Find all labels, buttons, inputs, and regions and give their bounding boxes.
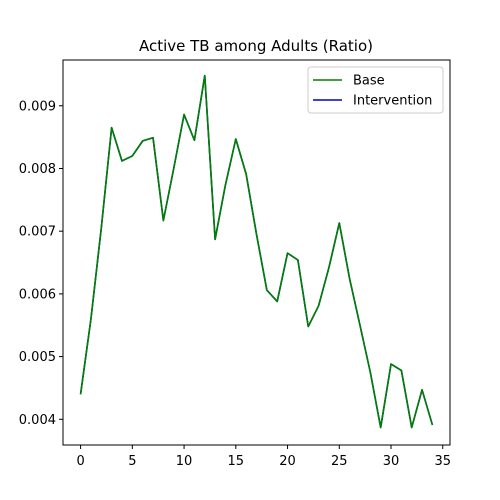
data-point [80,393,82,395]
data-point [276,301,278,303]
legend-label-base: Base [353,74,385,89]
legend-label-intervention: Intervention [353,94,432,109]
plot-area [79,74,434,429]
data-point [142,140,144,142]
data-point [214,239,216,241]
data-point [349,278,351,280]
data-point [338,222,340,224]
x-tick-label: 25 [331,454,348,469]
data-point [297,259,299,261]
data-point [163,220,165,222]
data-point [100,227,102,229]
legend-box [307,66,444,114]
series-points-base [80,75,433,428]
y-tick-label: 0.007 [19,225,56,240]
data-point [401,370,403,372]
data-point [421,389,423,391]
x-tick-label: 10 [176,454,193,469]
data-point [111,127,113,129]
legend: Base Intervention [307,66,444,114]
series-line-base [79,74,434,429]
data-point [266,289,268,291]
y-tick-label: 0.006 [19,287,56,302]
data-point [287,252,289,254]
data-point [256,234,258,236]
data-point [245,173,247,175]
data-point [225,184,227,186]
axes: 0 5 10 15 20 25 30 35 0.004 0.005 0.006 0.007 0.008 0… [19,59,451,469]
x-tick-label: 30 [383,454,400,469]
data-point [307,326,309,328]
y-tick-label: 0.005 [19,350,56,365]
chart-title: Active TB among Adults (Ratio) [139,37,373,55]
series-line-intervention [79,74,434,429]
data-point [132,155,134,157]
data-point [390,363,392,365]
data-point [411,427,413,429]
data-point [194,139,196,141]
data-point [90,318,92,320]
x-tick-label: 15 [228,454,245,469]
data-point [380,427,382,429]
data-point [318,305,320,307]
plot-frame [62,59,451,446]
data-point [183,114,185,116]
data-point [121,160,123,162]
x-tick-label: 5 [128,454,136,469]
x-tick-label: 0 [76,454,84,469]
y-tick-label: 0.008 [19,162,56,177]
x-tick-label: 35 [434,454,451,469]
x-tick-label: 20 [279,454,296,469]
data-point [359,324,361,326]
data-point [204,75,206,77]
data-point [235,138,237,140]
data-point [152,137,154,139]
data-point [432,424,434,426]
data-point [328,267,330,269]
y-tick-label: 0.004 [19,413,56,428]
series-points-intervention [80,75,433,428]
y-tick-label: 0.009 [19,99,56,114]
data-point [173,168,175,170]
data-point [370,371,372,373]
